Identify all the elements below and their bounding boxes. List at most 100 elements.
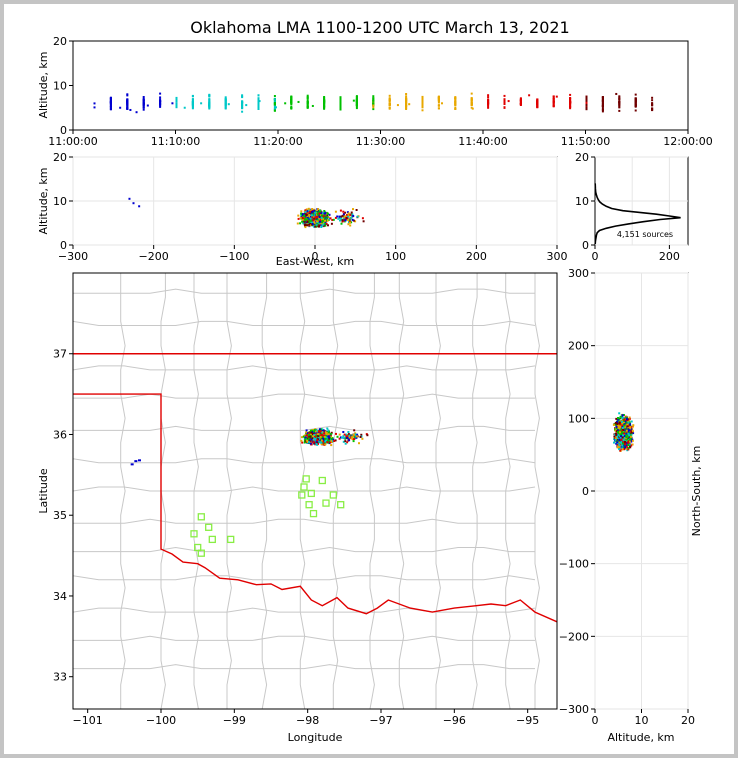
source-point [310, 214, 313, 217]
source-point [346, 211, 349, 214]
source-point [93, 102, 96, 105]
source-point [320, 215, 323, 218]
source-point [487, 98, 490, 101]
source-point [327, 435, 330, 438]
source-point [634, 103, 637, 106]
lma-station-marker [305, 501, 313, 509]
source-point [634, 100, 637, 103]
source-point [308, 437, 311, 440]
source-point [313, 437, 316, 440]
altitude-histogram-grid [595, 156, 688, 246]
source-point [322, 430, 325, 433]
source-point [347, 433, 350, 436]
source-point [437, 107, 440, 110]
source-point [324, 437, 327, 440]
source-point [634, 102, 637, 105]
source-point [299, 216, 302, 219]
source-point [536, 98, 539, 101]
source-point [355, 436, 358, 439]
source-point [454, 100, 457, 102]
source-point [330, 444, 333, 447]
source-point [109, 100, 112, 103]
source-point [331, 219, 334, 221]
source-point [348, 436, 351, 439]
source-point [142, 96, 145, 98]
source-point [552, 97, 555, 100]
source-point [323, 105, 326, 108]
source-point [306, 210, 309, 213]
source-point [437, 101, 440, 104]
source-point [618, 96, 621, 99]
source-point [300, 212, 303, 215]
source-point [306, 220, 309, 223]
source-point [297, 100, 300, 103]
source-point [437, 96, 440, 99]
source-point [405, 102, 408, 105]
source-point [622, 414, 625, 416]
source-point [126, 103, 129, 106]
source-point [297, 214, 300, 217]
source-point [305, 214, 308, 217]
source-point [405, 95, 408, 98]
source-point [224, 106, 227, 108]
source-point [146, 104, 149, 107]
map-ylabel: Latitude [37, 468, 50, 514]
source-point [629, 433, 632, 435]
source-point [487, 102, 490, 105]
time-altitude-xtick-label: 11:30:00 [356, 135, 405, 148]
source-point [310, 439, 312, 442]
source-point [314, 225, 317, 228]
source-point [651, 103, 654, 106]
source-point [339, 97, 342, 100]
source-point [319, 428, 321, 431]
source-point [338, 215, 341, 218]
source-point [284, 102, 287, 105]
source-point [621, 414, 624, 417]
source-point [315, 430, 318, 433]
source-point [339, 103, 342, 106]
source-point [224, 99, 227, 102]
source-point [585, 103, 588, 106]
source-point [308, 215, 311, 218]
source-point [354, 220, 357, 223]
source-point [313, 430, 315, 433]
lma-station-marker [197, 549, 205, 557]
source-point [290, 102, 293, 105]
source-point [327, 433, 330, 436]
source-point [341, 219, 344, 222]
plan-view-map-xtick-label: −97 [369, 714, 392, 727]
source-point [303, 215, 306, 218]
source-point [372, 104, 375, 107]
source-point [618, 412, 621, 415]
plan-view-map-xtick-label: −101 [73, 714, 103, 727]
source-point [129, 108, 132, 111]
source-point [135, 111, 138, 114]
source-point [321, 219, 324, 222]
east-west-altitude-xtick-label: 100 [385, 250, 406, 263]
source-point [316, 213, 319, 216]
source-point [585, 95, 588, 98]
lma-station-marker [307, 489, 315, 498]
source-point [326, 216, 329, 218]
source-point [175, 104, 178, 107]
county-line [226, 273, 232, 709]
source-point [552, 95, 555, 98]
source-point [142, 106, 145, 109]
county-line [534, 273, 540, 709]
source-point [241, 110, 244, 113]
source-point [315, 443, 318, 446]
source-point [344, 211, 347, 214]
source-point [615, 442, 618, 445]
county-line [73, 458, 536, 464]
source-point [318, 218, 321, 221]
plan-view-map-ytick-label: 37 [53, 348, 67, 361]
source-point [142, 101, 145, 104]
source-point [310, 432, 313, 435]
source-point [503, 101, 506, 104]
source-point [323, 216, 326, 219]
source-point [569, 93, 572, 96]
source-point [323, 210, 326, 212]
source-point [405, 105, 408, 108]
